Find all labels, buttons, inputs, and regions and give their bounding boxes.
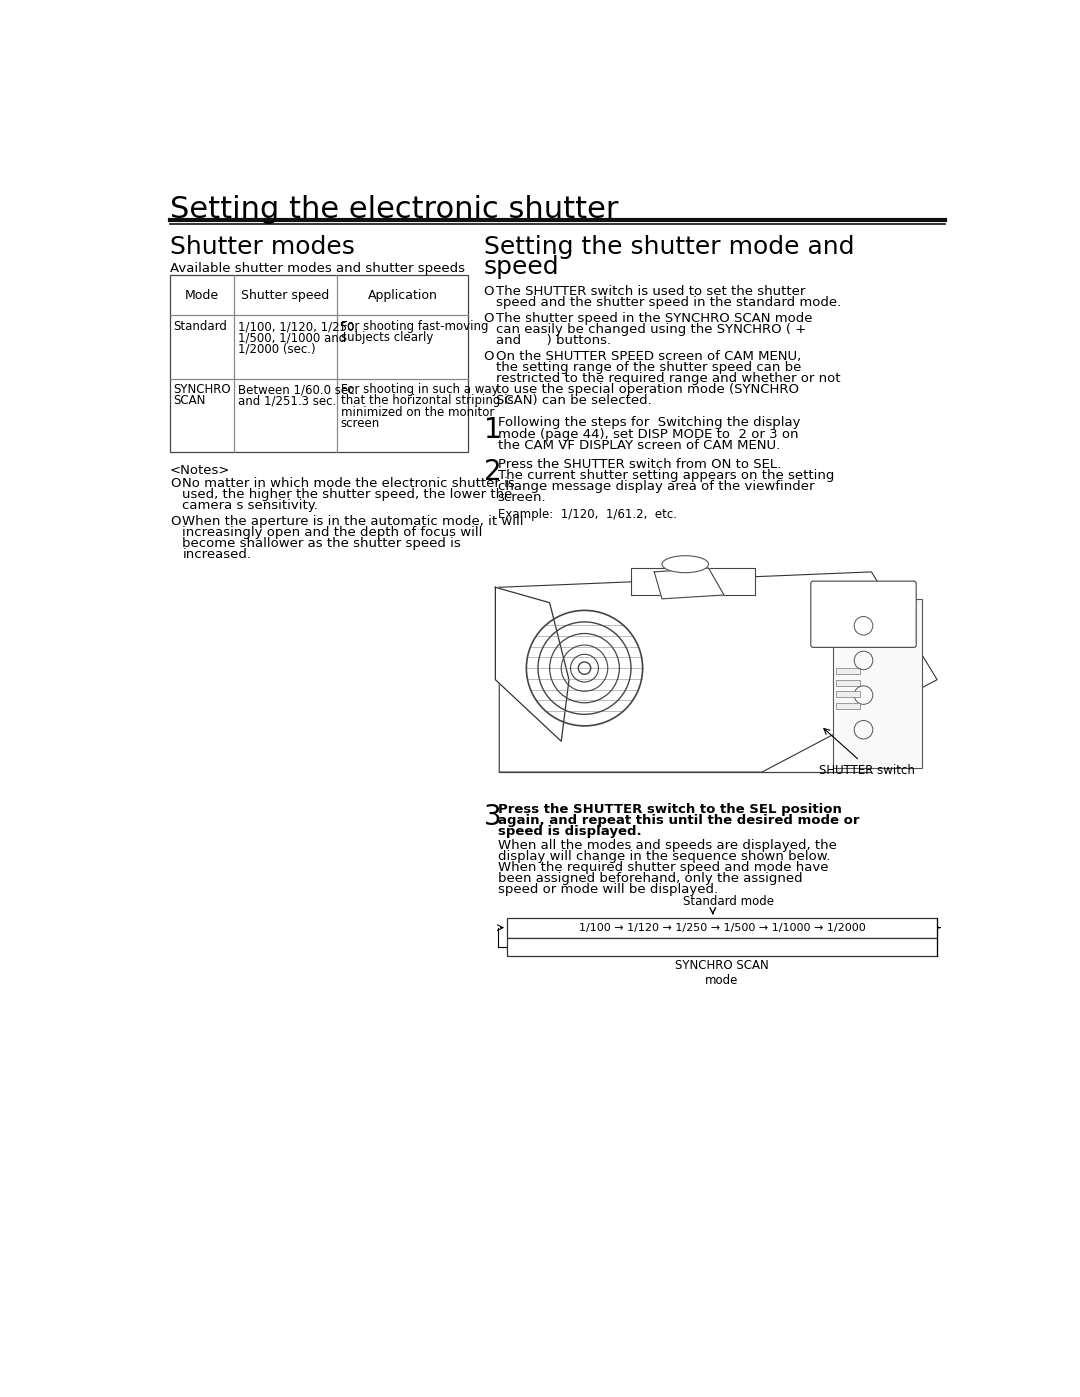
Text: Press the SHUTTER switch from ON to SEL.: Press the SHUTTER switch from ON to SEL. [498,458,781,471]
Text: speed is displayed.: speed is displayed. [498,826,642,838]
Text: Standard mode: Standard mode [684,895,774,908]
Text: that the horizontal striping is: that the horizontal striping is [341,394,513,408]
Text: When all the modes and speeds are displayed, the: When all the modes and speeds are displa… [498,838,837,852]
Text: used, the higher the shutter speed, the lower the: used, the higher the shutter speed, the … [183,488,513,502]
Text: to use the special operation mode (SYNCHRO: to use the special operation mode (SYNCH… [496,383,799,397]
Text: and 1/251.3 sec.: and 1/251.3 sec. [238,394,336,408]
Text: O: O [170,476,180,490]
Text: increasingly open and the depth of focus will: increasingly open and the depth of focus… [183,527,483,539]
Text: screen: screen [341,416,380,430]
Text: been assigned beforehand, only the assigned: been assigned beforehand, only the assig… [498,872,802,886]
Text: become shallower as the shutter speed is: become shallower as the shutter speed is [183,538,461,550]
Text: O: O [170,515,180,528]
Text: speed: speed [484,256,559,279]
Text: The current shutter setting appears on the setting: The current shutter setting appears on t… [498,469,834,482]
Text: Shutter speed: Shutter speed [241,289,329,302]
Text: the setting range of the shutter speed can be: the setting range of the shutter speed c… [496,360,801,374]
Text: O: O [484,349,495,363]
Text: Application: Application [367,289,437,302]
Text: and      ) buttons.: and ) buttons. [496,334,611,346]
Text: 1/500, 1/1000 and: 1/500, 1/1000 and [238,331,347,344]
Text: Standard: Standard [174,320,228,332]
Bar [507,918,937,937]
Bar [836,692,860,697]
Text: display will change in the sequence shown below.: display will change in the sequence show… [498,849,831,863]
Text: can easily be changed using the SYNCHRO ( +: can easily be changed using the SYNCHRO … [496,323,807,335]
Text: O: O [484,285,495,298]
Text: camera s sensitivity.: camera s sensitivity. [183,499,319,513]
FancyBboxPatch shape [811,581,916,647]
Polygon shape [496,587,569,742]
Text: Following the steps for  Switching the display: Following the steps for Switching the di… [498,416,800,429]
Text: When the aperture is in the automatic mode, it will: When the aperture is in the automatic mo… [183,515,524,528]
Text: increased.: increased. [183,549,252,562]
Text: again, and repeat this until the desired mode or: again, and repeat this until the desired… [498,814,860,827]
Text: the CAM VF DISPLAY screen of CAM MENU.: the CAM VF DISPLAY screen of CAM MENU. [498,439,780,451]
Text: screen.: screen. [498,490,546,504]
Text: speed or mode will be displayed.: speed or mode will be displayed. [498,883,718,897]
Text: Available shutter modes and shutter speeds: Available shutter modes and shutter spee… [170,261,464,275]
Text: SHUTTER switch: SHUTTER switch [820,764,916,777]
Text: Shutter modes: Shutter modes [170,236,354,260]
Text: The shutter speed in the SYNCHRO SCAN mode: The shutter speed in the SYNCHRO SCAN mo… [496,312,812,324]
Text: O: O [484,312,495,324]
Text: 1/100 → 1/120 → 1/250 → 1/500 → 1/1000 → 1/2000: 1/100 → 1/120 → 1/250 → 1/500 → 1/1000 →… [579,922,865,933]
Text: Example:  1/120,  1/61.2,  etc.: Example: 1/120, 1/61.2, etc. [498,509,677,521]
Text: 3: 3 [484,803,501,831]
Text: 2: 2 [484,458,501,486]
Text: speed and the shutter speed in the standard mode.: speed and the shutter speed in the stand… [496,296,841,309]
Text: When the required shutter speed and mode have: When the required shutter speed and mode… [498,861,828,875]
Text: 1/100, 1/120, 1/250,: 1/100, 1/120, 1/250, [238,320,359,332]
Text: On the SHUTTER SPEED screen of CAM MENU,: On the SHUTTER SPEED screen of CAM MENU, [496,349,801,363]
Bar [507,937,937,956]
Text: Mode: Mode [185,289,219,302]
Text: Setting the shutter mode and: Setting the shutter mode and [484,236,854,260]
Text: For shooting in such a way: For shooting in such a way [341,383,499,397]
Bar [170,275,469,451]
Polygon shape [499,571,937,773]
Bar [836,668,860,675]
Text: Between 1/60.0 sec.: Between 1/60.0 sec. [238,383,359,397]
Text: mode (page 44), set DISP MODE to  2 or 3 on: mode (page 44), set DISP MODE to 2 or 3 … [498,427,798,440]
Text: Press the SHUTTER switch to the SEL position: Press the SHUTTER switch to the SEL posi… [498,803,841,816]
Bar [836,680,860,686]
Bar [836,703,860,708]
Text: Setting the electronic shutter: Setting the electronic shutter [170,196,619,225]
Text: <Notes>: <Notes> [170,464,230,478]
Text: restricted to the required range and whether or not: restricted to the required range and whe… [496,372,840,386]
Polygon shape [654,569,724,599]
Text: SYNCHRO: SYNCHRO [174,383,231,397]
Ellipse shape [662,556,708,573]
Bar [833,599,921,768]
Text: change message display area of the viewfinder: change message display area of the viewf… [498,481,814,493]
Text: subjects clearly: subjects clearly [341,331,433,344]
Text: SYNCHRO SCAN
mode: SYNCHRO SCAN mode [675,960,769,988]
Text: The SHUTTER switch is used to set the shutter: The SHUTTER switch is used to set the sh… [496,285,806,298]
Text: 1: 1 [484,416,501,444]
Text: SCAN) can be selected.: SCAN) can be selected. [496,394,652,408]
Text: 1/2000 (sec.): 1/2000 (sec.) [238,342,315,355]
Bar [631,569,755,595]
Text: No matter in which mode the electronic shutter is: No matter in which mode the electronic s… [183,476,515,490]
Text: For shooting fast-moving: For shooting fast-moving [341,320,488,332]
Text: minimized on the monitor: minimized on the monitor [341,405,495,419]
Text: SCAN: SCAN [174,394,206,408]
